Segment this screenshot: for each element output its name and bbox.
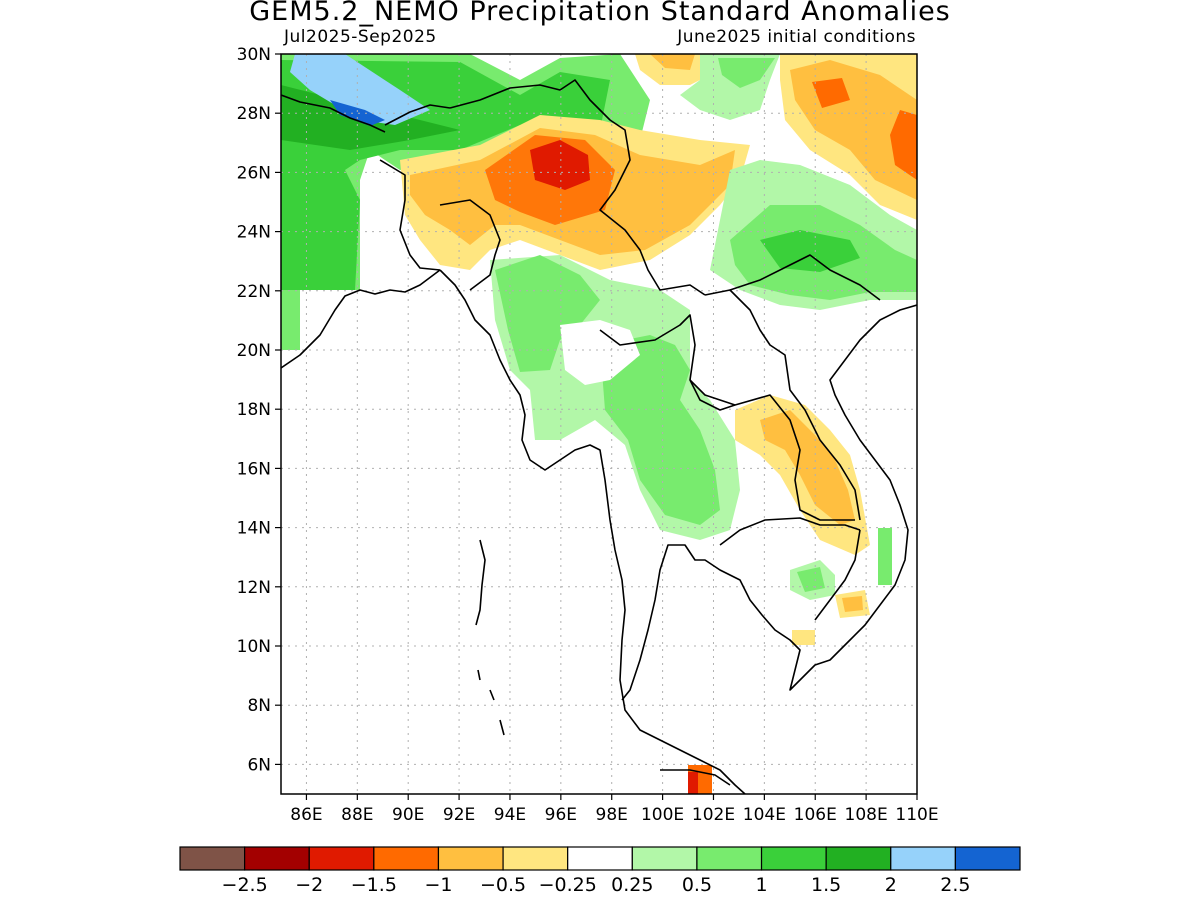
anomaly-shading: [281, 54, 917, 794]
forecast-period: Jul2025-Sep2025: [284, 27, 437, 47]
colorbar-swatch: [567, 846, 633, 871]
coastline-gulf-of-thailand: [621, 304, 917, 701]
lon-tick-label: 86E: [290, 805, 322, 825]
colorbar-label: −2: [295, 874, 323, 896]
border-china-myanmar: [449, 79, 706, 296]
lat-tick-label: 8N: [247, 696, 271, 716]
plot-frame: [280, 53, 918, 795]
colorbar-swatch: [954, 846, 1021, 871]
coastline-andaman-islands: [475, 539, 486, 626]
colorbar-swatch: [890, 846, 956, 871]
anomaly-region-ne-yellow: [635, 54, 720, 85]
colorbar-label: 2: [885, 874, 897, 896]
lon-tick-label: 102E: [692, 805, 735, 825]
colorbar-swatch: [437, 846, 504, 871]
anomaly-region-malaysia-dark-red: [688, 772, 698, 794]
lat-tick-label: 28N: [237, 104, 271, 124]
anomaly-region-ne-dark-orange: [812, 78, 850, 108]
border-laos-vietnam: [704, 289, 861, 521]
coastline-myanmar: [439, 269, 746, 794]
anomaly-region-nw-light-blue: [290, 54, 430, 125]
border-thailand-laos: [689, 379, 855, 521]
lon-tick-label: 108E: [845, 805, 888, 825]
anomaly-region-central-red: [530, 140, 590, 190]
colorbar-swatch: [179, 846, 246, 871]
lon-tick-label: 106E: [794, 805, 837, 825]
border-cambodia-vietnam: [814, 529, 861, 621]
coastline-nicobar: [477, 669, 505, 736]
colorbar-label: −1: [424, 874, 452, 896]
colorbar-label: 1.5: [811, 874, 841, 896]
colorbar-label: −1.5: [351, 874, 397, 896]
anomaly-region-laos-orange: [760, 410, 855, 525]
anomaly-region-ne-dark-orange-2: [890, 110, 917, 180]
colorbar-swatch: [502, 846, 569, 871]
anomaly-region-mekong-yellow: [792, 630, 815, 645]
anomaly-region-vietnam-green-strip: [878, 528, 892, 585]
colorbar-label: −0.5: [480, 874, 526, 896]
chart-title: GEM5.2_NEMO Precipitation Standard Anoma…: [249, 0, 951, 27]
lat-tick-label: 16N: [237, 459, 271, 479]
colorbar: −2.5 −2 −1.5 −1 −0.5 −0.25 0.25 0.5 1 1.5 2 2.5: [179, 846, 1021, 896]
border-nepal-india: [281, 94, 386, 133]
lon-tick-label: 98E: [596, 805, 628, 825]
coastlines-and-borders: [281, 79, 917, 794]
lat-tick-label: 30N: [237, 45, 271, 65]
colorbar-label: −0.25: [539, 874, 597, 896]
colorbar-swatch: [308, 846, 375, 871]
anomaly-region-e-dark-green: [760, 230, 860, 272]
lat-tick-label: 18N: [237, 400, 271, 420]
lat-tick-label: 20N: [237, 341, 271, 361]
border-thailand-cambodia: [719, 517, 861, 546]
colorbar-swatch: [696, 846, 763, 871]
coastline-india-east: [281, 269, 441, 369]
anomaly-region-nw-blue: [330, 100, 385, 126]
anomaly-region-cambodia-green-2: [797, 567, 825, 592]
lon-tick-label: 92E: [443, 805, 475, 825]
lon-tick-label: 96E: [545, 805, 577, 825]
colorbar-swatch: [760, 846, 827, 871]
lon-tick-label: 94E: [494, 805, 526, 825]
colorbar-swatch: [373, 846, 440, 871]
lat-axis: 6N 8N 10N 12N 14N 16N 18N 20N 22N 24N 26N 28N 30N: [237, 45, 281, 775]
lon-tick-label: 104E: [743, 805, 786, 825]
anomaly-region-myanmar-white-hole: [560, 320, 640, 385]
lon-tick-label: 100E: [641, 805, 684, 825]
lat-tick-label: 26N: [237, 163, 271, 183]
lat-tick-label: 22N: [237, 282, 271, 302]
lat-tick-label: 24N: [237, 223, 271, 243]
anomaly-region-vietnam-orange: [842, 596, 863, 612]
colorbar-label: −2.5: [222, 874, 268, 896]
lat-tick-label: 6N: [247, 755, 271, 775]
border-bangladesh: [379, 159, 441, 271]
anomaly-region-ne-green-dark-top: [718, 58, 775, 88]
colorbar-label: 2.5: [940, 874, 970, 896]
border-thai-malaysia: [660, 769, 731, 786]
initial-conditions: June2025 initial conditions: [677, 27, 916, 47]
lon-tick-label: 88E: [341, 805, 373, 825]
colorbar-label: 0.25: [611, 874, 653, 896]
lat-tick-label: 12N: [237, 578, 271, 598]
colorbar-swatch: [825, 846, 892, 871]
anomaly-region-thai-green: [600, 335, 720, 525]
colorbar-label: 1: [755, 874, 767, 896]
colorbar-swatch: [631, 846, 698, 871]
lon-tick-label: 90E: [392, 805, 424, 825]
anomaly-region-myanmar-green: [495, 255, 600, 372]
border-india-myanmar: [439, 199, 501, 291]
lat-tick-label: 10N: [237, 637, 271, 657]
lat-tick-label: 14N: [237, 519, 271, 539]
colorbar-label: 0.5: [682, 874, 712, 896]
lon-axis: 86E 88E 90E 92E 94E 96E 98E 100E 102E 104E 106E 108…: [290, 794, 939, 825]
colorbar-swatch: [244, 846, 310, 871]
border-china-vietnam: [729, 254, 881, 301]
lon-tick-label: 110E: [895, 805, 938, 825]
border-bhutan: [384, 104, 451, 126]
border-myanmar-thailand: [599, 314, 736, 411]
anomaly-region-ne-orange: [650, 54, 695, 70]
